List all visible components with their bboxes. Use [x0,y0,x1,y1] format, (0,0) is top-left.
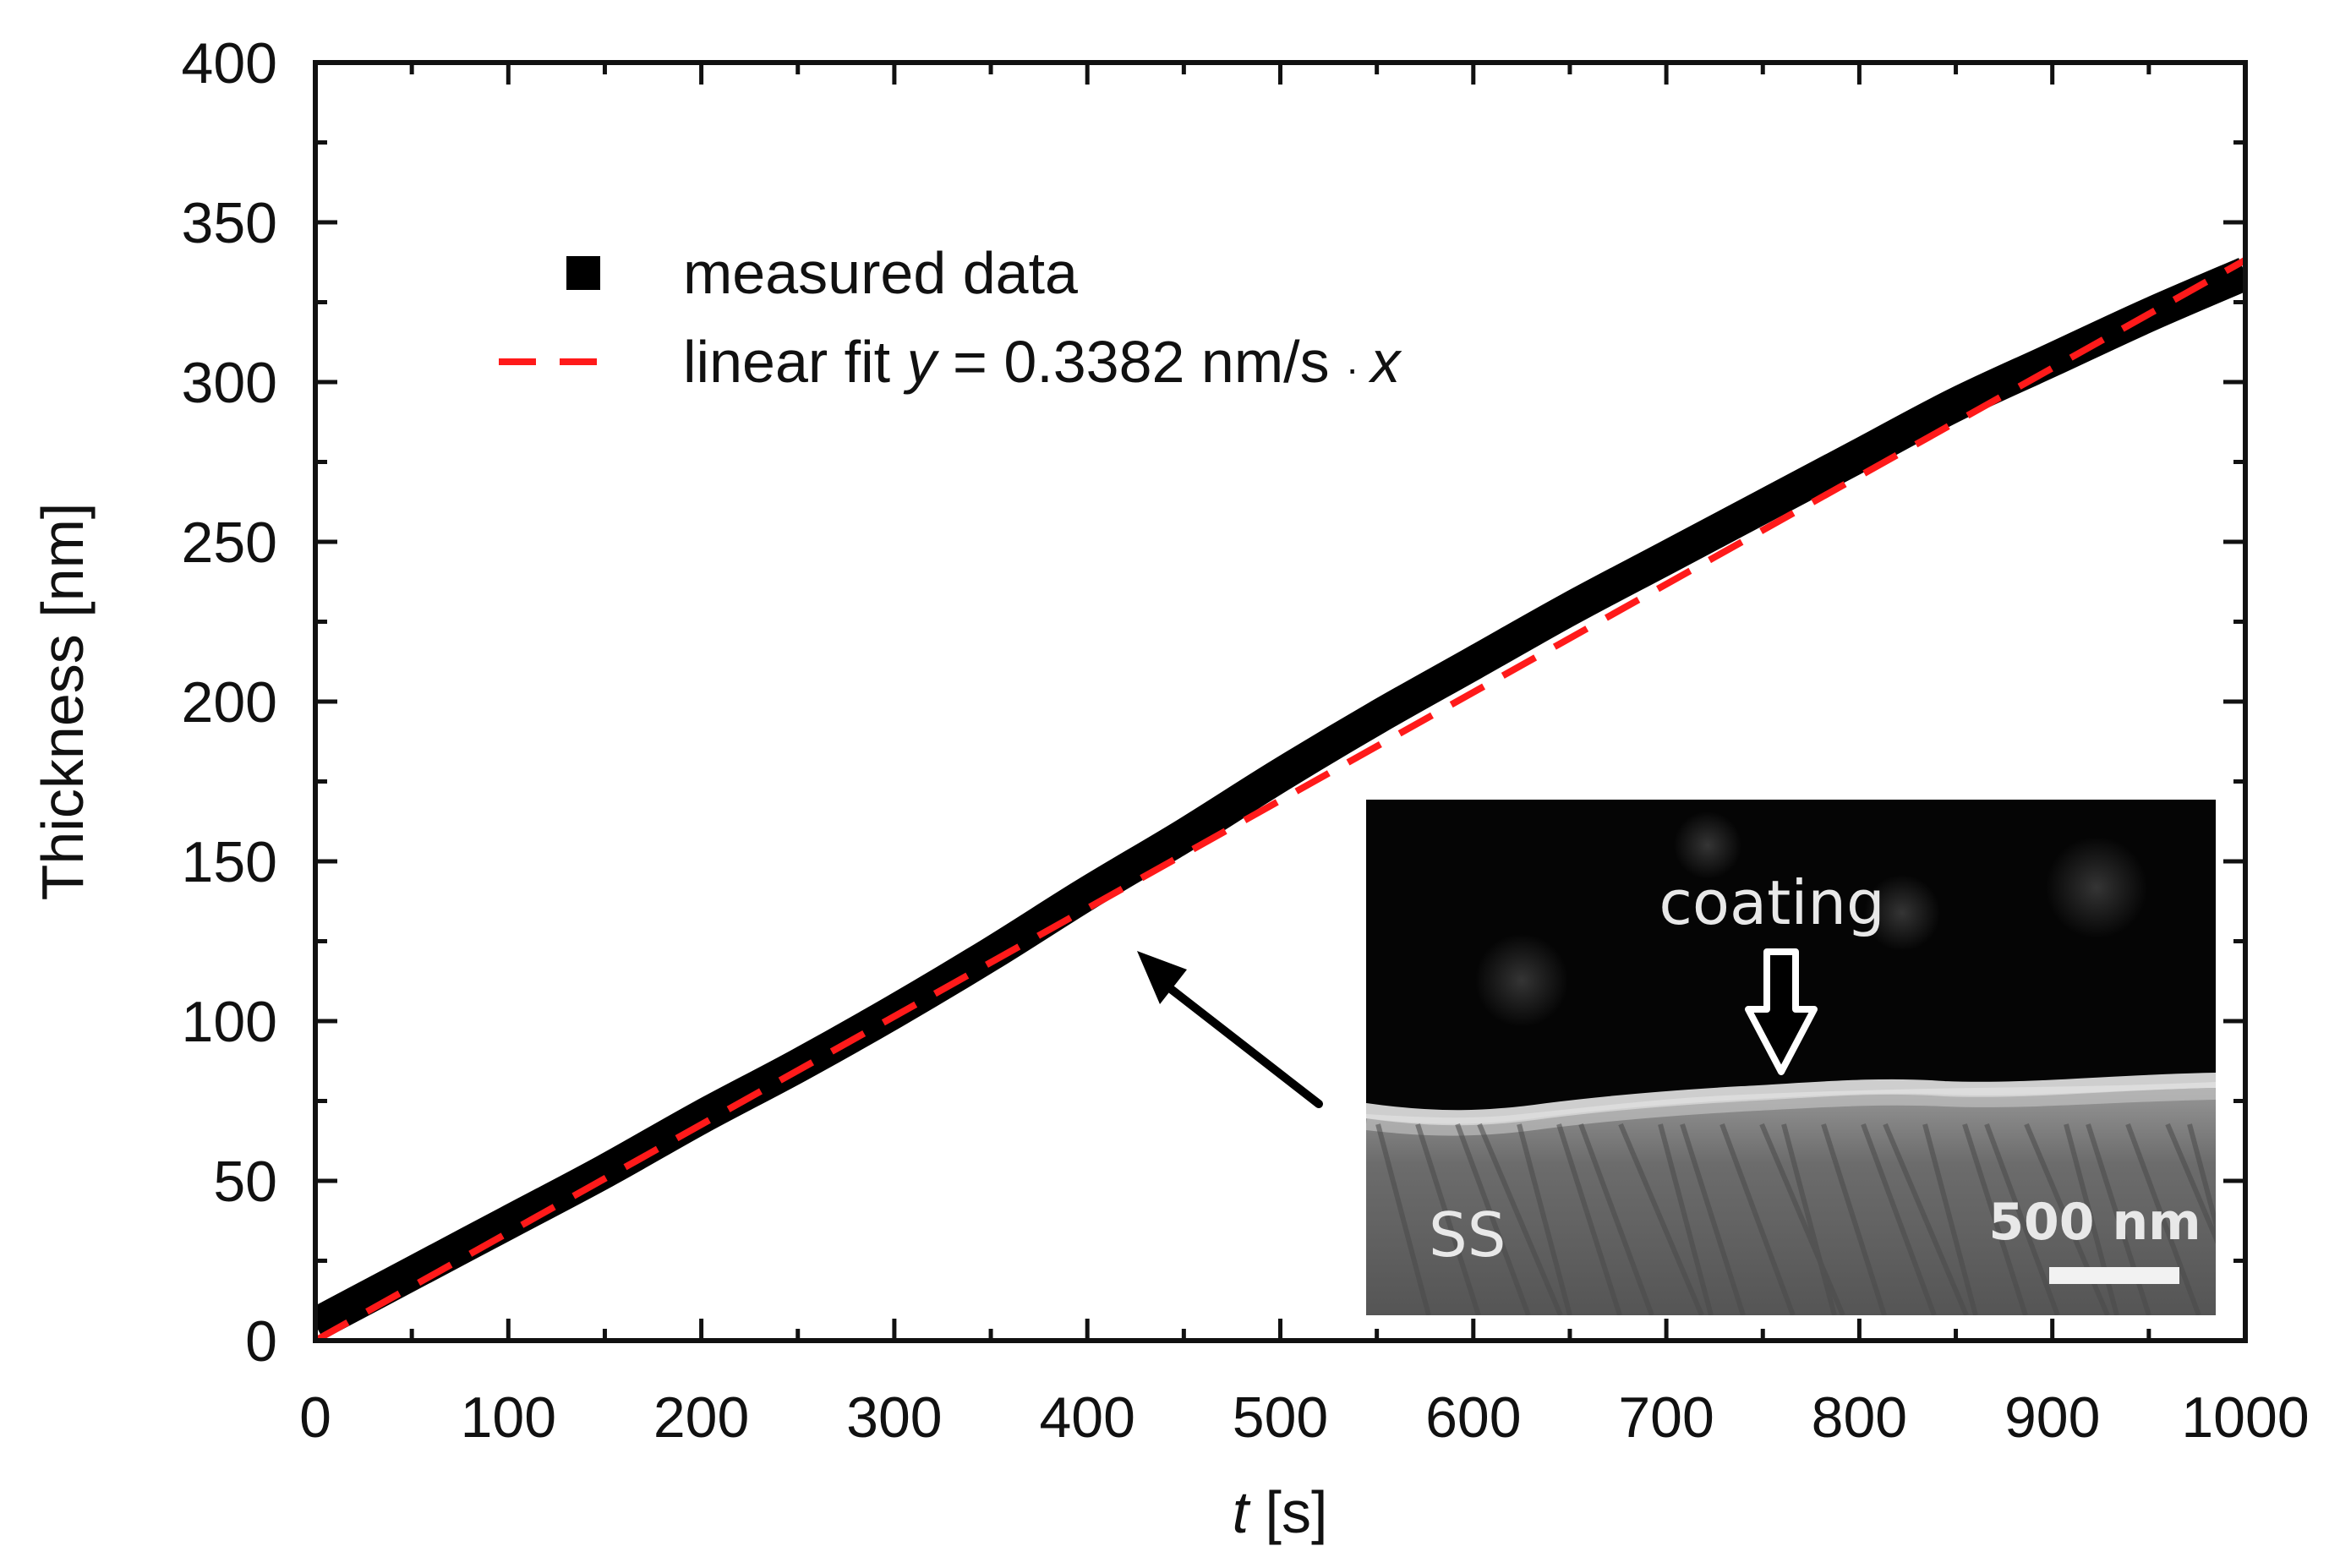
inset-streak [2125,1123,2201,1315]
inset-streak [1578,1123,1654,1315]
inset-streak [1375,1123,1431,1315]
inset-streak [1781,1123,1837,1315]
inset-streak [1658,1123,1714,1315]
legend-fit-var-y: y [904,329,940,395]
inset-streak [1556,1123,1622,1315]
y-tick-label: 100 [182,990,277,1054]
x-tick-label: 400 [1039,1385,1134,1450]
x-tick-label: 300 [846,1385,942,1450]
inset-streak [1719,1123,1796,1315]
inset-micrograph: coating SS 500 nm [1366,800,2290,1315]
inset-streak [2229,1124,2290,1315]
x-tick-labels: 0 100 200 300 400 500 600 700 800 900 1000 [299,1385,2310,1450]
inset-scale-bar-label: 500 nm [1988,1193,2201,1252]
x-tick-label: 100 [461,1385,556,1450]
inset-label-coating: coating [1659,867,1884,938]
y-tick-label: 250 [182,511,277,575]
coating-down-arrow-icon [1745,948,1818,1075]
inset-streak [1415,1123,1481,1315]
x-tick-label: 0 [299,1385,331,1450]
series-layer [315,257,2245,1341]
inset-label-substrate: SS [1429,1199,1506,1270]
y-tick-labels: 0 50 100 150 200 250 300 350 400 [182,31,277,1374]
x-tick-label: 600 [1425,1385,1521,1450]
legend-marker-measured [566,256,600,290]
x-tick-label: 900 [2004,1385,2100,1450]
inset-scale-bar [2049,1267,2179,1284]
series-linear-fit [315,257,2245,1341]
plot-frame [313,60,2248,1343]
y-tick-label: 300 [182,351,277,415]
inset-streak [1883,1123,1969,1315]
x-tick-label: 700 [1618,1385,1714,1450]
legend: measured data linear fit y = 0.3382 nm/s… [499,240,1402,395]
y-axis-title: Thickness [nm] [30,503,96,901]
x-axis-unit: [s] [1249,1479,1327,1545]
x-tick-label: 200 [653,1385,749,1450]
inset-streak [1517,1123,1572,1315]
inset-streak [1618,1123,1704,1315]
legend-fit-eq: = 0.3382 nm/s [937,329,1346,395]
inset-streak [1861,1123,1937,1315]
inset-streak [1680,1123,1746,1315]
inset-streak [1455,1123,1531,1315]
inset-coating-layer [1366,1073,2216,1126]
legend-label-fit: linear fit y = 0.3382 nm/s · x [683,329,1402,395]
x-axis-title: t [s] [1233,1479,1328,1545]
inset-streak [1821,1123,1887,1315]
x-axis-var: t [1233,1479,1251,1545]
inset-streak [1477,1123,1563,1315]
inset-streak [1922,1123,1978,1315]
y-tick-label: 0 [245,1309,277,1374]
series-measured-data [315,258,2245,1340]
inset-streak [1984,1123,2060,1315]
inset-streak [2187,1123,2216,1233]
y-tick-label: 200 [182,670,277,735]
legend-fit-var-x: x [1368,329,1402,395]
y-tick-label: 350 [182,191,277,255]
legend-fit-prefix: linear fit [683,329,907,395]
inset-streak [1759,1123,1845,1315]
inset-streak [1962,1123,2028,1315]
x-tick-label: 500 [1233,1385,1328,1450]
inset-pointer-arrow [1137,951,1323,1108]
inset-substrate-texture [1375,1123,2290,1315]
y-tick-label: 400 [182,31,277,96]
y-tick-label: 150 [182,830,277,894]
y-tick-label: 50 [213,1150,277,1214]
x-tick-label: 800 [1812,1385,1907,1450]
inset-streak [2165,1123,2216,1244]
legend-fit-dot: · [1346,347,1359,391]
x-tick-label: 1000 [2181,1385,2309,1450]
legend-label-measured: measured data [683,240,1078,306]
